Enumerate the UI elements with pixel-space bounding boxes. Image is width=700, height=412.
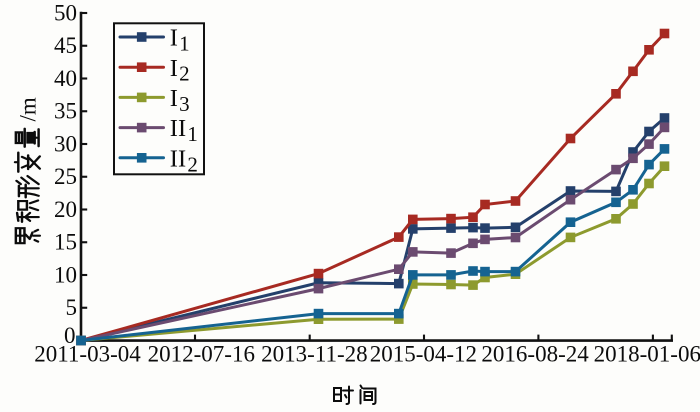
svg-text:40: 40 [54,66,77,91]
svg-text:50: 50 [54,0,77,25]
svg-text:35: 35 [54,99,77,124]
svg-text:30: 30 [54,131,77,156]
svg-text:2018-01-06: 2018-01-06 [594,342,700,367]
svg-text:2015-04-12: 2015-04-12 [370,342,477,367]
svg-text:2013-11-28: 2013-11-28 [261,342,367,367]
svg-text:/m: /m [16,97,41,121]
svg-text:I3: I3 [170,85,190,116]
svg-text:2012-07-16: 2012-07-16 [148,342,255,367]
svg-text:5: 5 [66,295,78,320]
svg-text:0: 0 [64,323,76,348]
svg-text:2016-08-24: 2016-08-24 [481,342,589,367]
svg-text:I1: I1 [170,25,190,56]
svg-text:20: 20 [54,197,77,222]
svg-text:2011-03-04: 2011-03-04 [34,342,141,367]
svg-text:15: 15 [54,230,77,255]
svg-text:I2: I2 [170,55,190,86]
svg-text:10: 10 [54,262,77,287]
svg-text:25: 25 [54,164,77,189]
svg-text:45: 45 [54,33,77,58]
